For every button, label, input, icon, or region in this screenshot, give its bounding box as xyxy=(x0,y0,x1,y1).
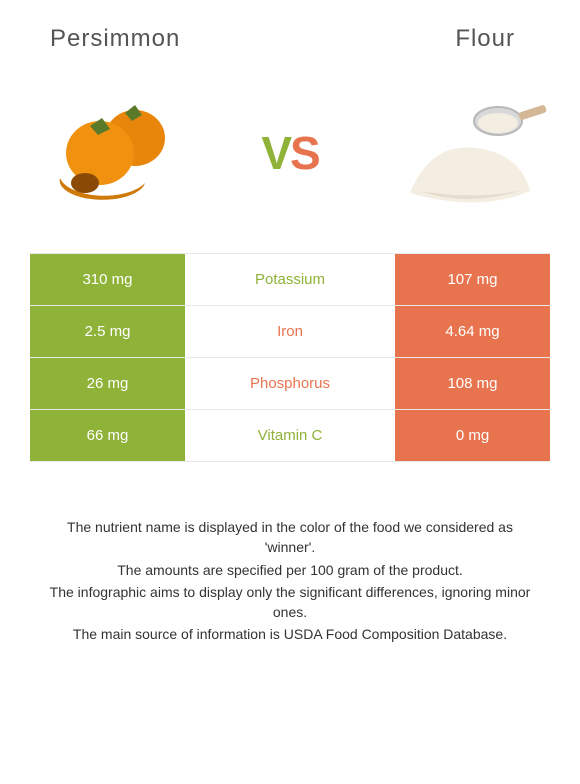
nutrient-name-cell: Iron xyxy=(185,306,395,357)
left-value-cell: 310 mg xyxy=(30,254,185,305)
right-value-cell: 4.64 mg xyxy=(395,306,550,357)
table-row: 310 mg Potassium 107 mg xyxy=(30,254,550,306)
nutrient-table: 310 mg Potassium 107 mg 2.5 mg Iron 4.64… xyxy=(30,253,550,462)
table-row: 2.5 mg Iron 4.64 mg xyxy=(30,306,550,358)
left-value-cell: 2.5 mg xyxy=(30,306,185,357)
nutrient-name-cell: Potassium xyxy=(185,254,395,305)
vs-letter-s: S xyxy=(290,126,319,180)
table-row: 26 mg Phosphorus 108 mg xyxy=(30,358,550,410)
table-row: 66 mg Vitamin C 0 mg xyxy=(30,410,550,462)
header-row: Persimmon Flour xyxy=(0,0,580,63)
left-value-cell: 66 mg xyxy=(30,410,185,461)
left-food-title: Persimmon xyxy=(50,25,180,53)
images-row: VS xyxy=(0,63,580,253)
nutrient-name-cell: Vitamin C xyxy=(185,410,395,461)
footnote-line: The amounts are specified per 100 gram o… xyxy=(45,560,535,580)
left-value-cell: 26 mg xyxy=(30,358,185,409)
right-value-cell: 0 mg xyxy=(395,410,550,461)
flour-image xyxy=(380,83,550,223)
right-value-cell: 108 mg xyxy=(395,358,550,409)
footnote-line: The nutrient name is displayed in the co… xyxy=(45,517,535,558)
nutrient-name-cell: Phosphorus xyxy=(185,358,395,409)
right-value-cell: 107 mg xyxy=(395,254,550,305)
footnote-line: The infographic aims to display only the… xyxy=(45,582,535,623)
right-food-title: Flour xyxy=(455,25,515,53)
persimmon-image xyxy=(30,83,200,223)
footnote-line: The main source of information is USDA F… xyxy=(45,624,535,644)
vs-letter-v: V xyxy=(261,126,290,180)
footnotes: The nutrient name is displayed in the co… xyxy=(45,517,535,645)
vs-badge: VS xyxy=(250,113,330,193)
